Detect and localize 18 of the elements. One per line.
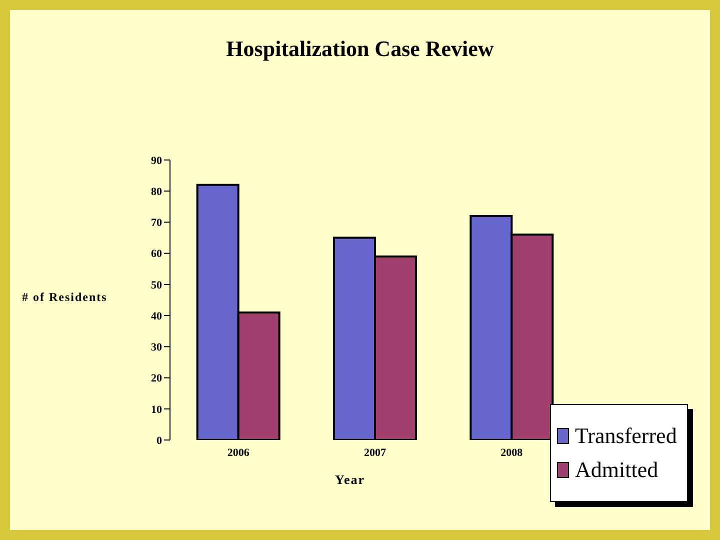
y-axis-title: # of Residents — [22, 290, 108, 305]
legend-label: Admitted — [575, 457, 658, 483]
x-tick-label: 2007 — [364, 446, 386, 459]
y-tick-label: 60 — [151, 248, 162, 260]
x-axis-title: Year — [334, 472, 366, 488]
y-tick-label: 70 — [151, 217, 162, 230]
chart-title: Hospitalization Case Review — [225, 36, 495, 62]
y-tick-label: 90 — [151, 154, 162, 167]
y-tick-label: 80 — [151, 186, 162, 198]
y-tick-label: 0 — [156, 434, 162, 447]
y-tick-label: 40 — [151, 310, 162, 322]
y-tick-label: 20 — [151, 372, 162, 385]
y-tick-label: 10 — [151, 404, 162, 416]
y-tick-label: 30 — [151, 342, 162, 354]
x-tick-label: 2008 — [500, 446, 524, 459]
y-tick-label: 50 — [151, 279, 162, 292]
legend-label: Transferred — [575, 423, 677, 449]
x-tick-label: 2006 — [227, 446, 250, 459]
